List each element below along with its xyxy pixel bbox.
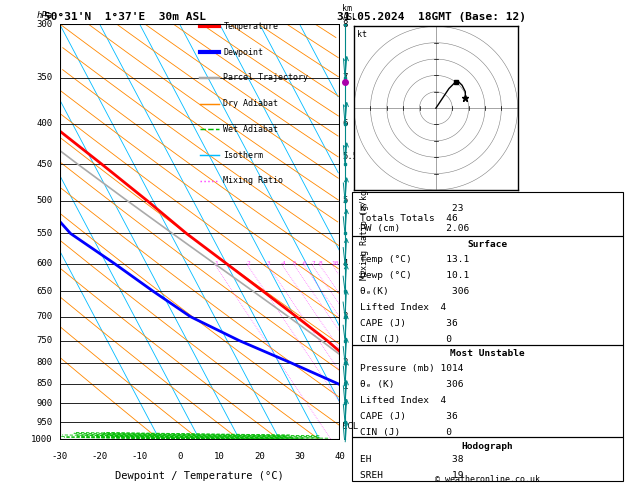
Text: 700: 700 — [36, 312, 53, 321]
Text: 950: 950 — [36, 417, 53, 427]
Text: Mixing Ratio: Mixing Ratio — [223, 176, 284, 186]
Text: Isotherm: Isotherm — [223, 151, 264, 160]
Text: LCL: LCL — [342, 422, 359, 431]
Text: 500: 500 — [36, 196, 53, 205]
Text: 5: 5 — [293, 261, 297, 266]
Text: 0: 0 — [177, 452, 182, 461]
Text: 3: 3 — [342, 312, 348, 321]
Text: Pressure (mb) 1014: Pressure (mb) 1014 — [360, 364, 464, 373]
Bar — [352, 192, 623, 236]
Bar — [352, 437, 623, 481]
Text: 850: 850 — [36, 379, 53, 388]
Text: 2: 2 — [342, 358, 348, 367]
Text: hPa: hPa — [36, 11, 53, 20]
Text: 5.5: 5.5 — [342, 152, 359, 161]
Text: 900: 900 — [36, 399, 53, 408]
Bar — [352, 236, 623, 345]
Text: Dry Adiabat: Dry Adiabat — [223, 99, 279, 108]
Text: -10: -10 — [131, 452, 148, 461]
Text: 7: 7 — [311, 261, 315, 266]
Text: 4: 4 — [342, 259, 348, 268]
Text: 550: 550 — [36, 229, 53, 238]
Text: 2: 2 — [247, 261, 250, 266]
Text: Lifted Index  4: Lifted Index 4 — [360, 396, 447, 405]
Text: 1: 1 — [214, 261, 218, 266]
Text: 6: 6 — [303, 261, 306, 266]
Text: Temperature: Temperature — [223, 22, 279, 31]
Text: θₑ(K)           306: θₑ(K) 306 — [360, 287, 469, 295]
Text: CIN (J)        0: CIN (J) 0 — [360, 335, 452, 344]
Text: Temp (°C)      13.1: Temp (°C) 13.1 — [360, 255, 469, 263]
Text: 7: 7 — [342, 73, 348, 82]
Text: Dewpoint: Dewpoint — [223, 48, 264, 57]
Text: 6: 6 — [342, 119, 348, 128]
Text: 350: 350 — [36, 73, 53, 82]
Text: 750: 750 — [36, 336, 53, 345]
Text: Wet Adiabat: Wet Adiabat — [223, 125, 279, 134]
Text: -30: -30 — [52, 452, 68, 461]
Text: 5: 5 — [342, 196, 348, 205]
Text: 31.05.2024  18GMT (Base: 12): 31.05.2024 18GMT (Base: 12) — [337, 12, 525, 22]
Text: Parcel Trajectory: Parcel Trajectory — [223, 73, 308, 83]
Text: Dewp (°C)      10.1: Dewp (°C) 10.1 — [360, 271, 469, 279]
Text: Totals Totals  46: Totals Totals 46 — [360, 214, 458, 223]
Text: 3: 3 — [267, 261, 270, 266]
Text: 20: 20 — [254, 452, 265, 461]
Text: km
ASL: km ASL — [342, 3, 357, 22]
Text: Most Unstable: Most Unstable — [450, 349, 525, 358]
Text: EH              38: EH 38 — [360, 455, 464, 464]
Bar — [352, 345, 623, 437]
Text: 30: 30 — [294, 452, 305, 461]
Text: 650: 650 — [36, 287, 53, 295]
Text: 40: 40 — [334, 452, 345, 461]
Text: Surface: Surface — [467, 240, 508, 249]
Text: © weatheronline.co.uk: © weatheronline.co.uk — [435, 475, 540, 484]
Text: CAPE (J)       36: CAPE (J) 36 — [360, 412, 458, 421]
Text: 10: 10 — [331, 261, 338, 266]
Text: 300: 300 — [36, 20, 53, 29]
Text: -20: -20 — [92, 452, 108, 461]
Text: Mixing Ratio (g/kg): Mixing Ratio (g/kg) — [360, 185, 369, 279]
Text: 1000: 1000 — [31, 435, 53, 444]
Text: Hodograph: Hodograph — [462, 442, 513, 451]
Text: CIN (J)        0: CIN (J) 0 — [360, 428, 452, 437]
Text: Lifted Index  4: Lifted Index 4 — [360, 303, 447, 312]
Text: PW (cm)        2.06: PW (cm) 2.06 — [360, 224, 469, 233]
Text: kt: kt — [357, 30, 367, 38]
Text: 10: 10 — [214, 452, 225, 461]
Text: 450: 450 — [36, 160, 53, 169]
Text: SREH            19: SREH 19 — [360, 471, 464, 480]
Text: CAPE (J)       36: CAPE (J) 36 — [360, 319, 458, 328]
Text: Dewpoint / Temperature (°C): Dewpoint / Temperature (°C) — [115, 471, 284, 481]
Text: 400: 400 — [36, 119, 53, 128]
Text: 8: 8 — [342, 20, 348, 29]
Text: 8: 8 — [319, 261, 323, 266]
Text: θₑ (K)         306: θₑ (K) 306 — [360, 380, 464, 389]
Bar — [60, 24, 340, 440]
Text: 1: 1 — [342, 382, 348, 391]
Text: 50°31'N  1°37'E  30m ASL: 50°31'N 1°37'E 30m ASL — [44, 12, 206, 22]
Text: 800: 800 — [36, 358, 53, 367]
Text: 4: 4 — [281, 261, 285, 266]
Text: 600: 600 — [36, 259, 53, 268]
Text: K               23: K 23 — [360, 205, 464, 213]
